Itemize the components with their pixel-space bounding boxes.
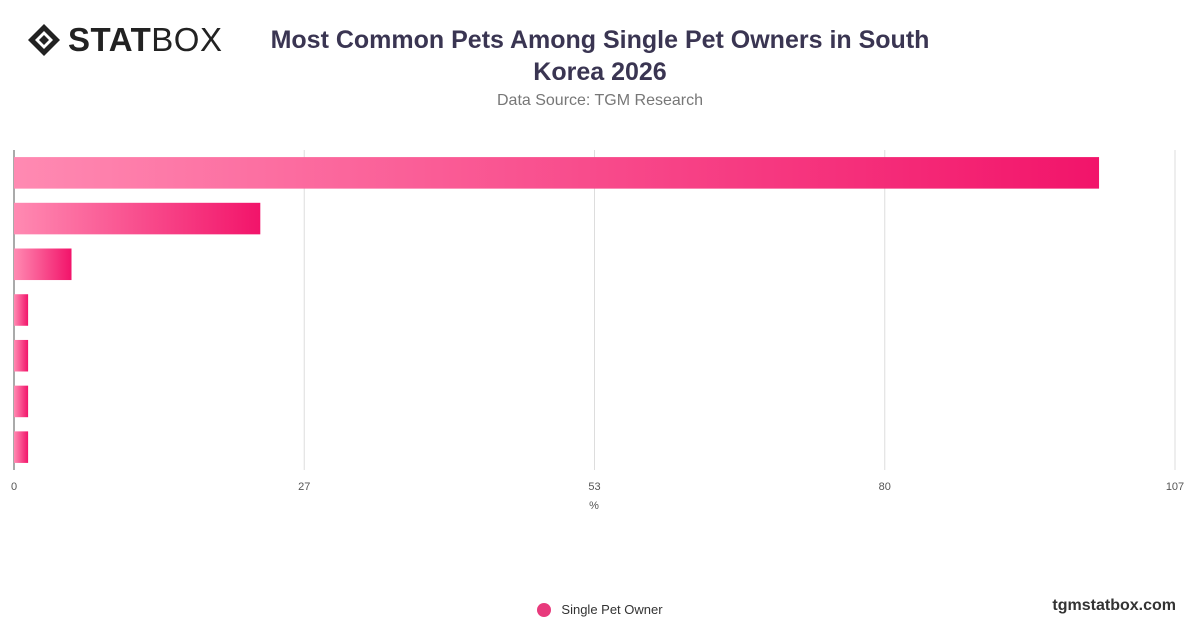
chart-subtitle: Data Source: TGM Research [496,92,703,109]
x-tick-label: 27 [298,481,310,493]
diamond-logo-icon [28,24,60,56]
bar[interactable] [14,294,29,326]
bar[interactable] [14,202,261,235]
legend-marker [537,602,552,617]
x-axis-label: % [589,500,599,512]
statbox-logo: STATBOX [26,22,222,58]
logo-text-light: BOX [151,21,223,58]
bar[interactable] [14,431,29,463]
watermark: tgmstatbox.com [1052,597,1176,614]
legend-label: Single Pet Owner [561,602,663,617]
x-tick-label: 53 [588,481,600,493]
bar[interactable] [14,385,29,418]
logo-text-bold: STAT [68,21,152,58]
chart-title: Most Common Pets Among Single Pet Owners… [270,26,930,86]
bar[interactable] [14,248,72,281]
logo-wordmark: STATBOX [68,22,222,58]
chart-legend[interactable]: Single Pet Owner [0,602,1200,617]
x-tick-label: 80 [879,481,891,493]
x-tick-label: 107 [1166,481,1184,493]
bar[interactable] [14,339,29,372]
x-tick-label: 0 [11,481,17,493]
bar[interactable] [14,157,1100,189]
